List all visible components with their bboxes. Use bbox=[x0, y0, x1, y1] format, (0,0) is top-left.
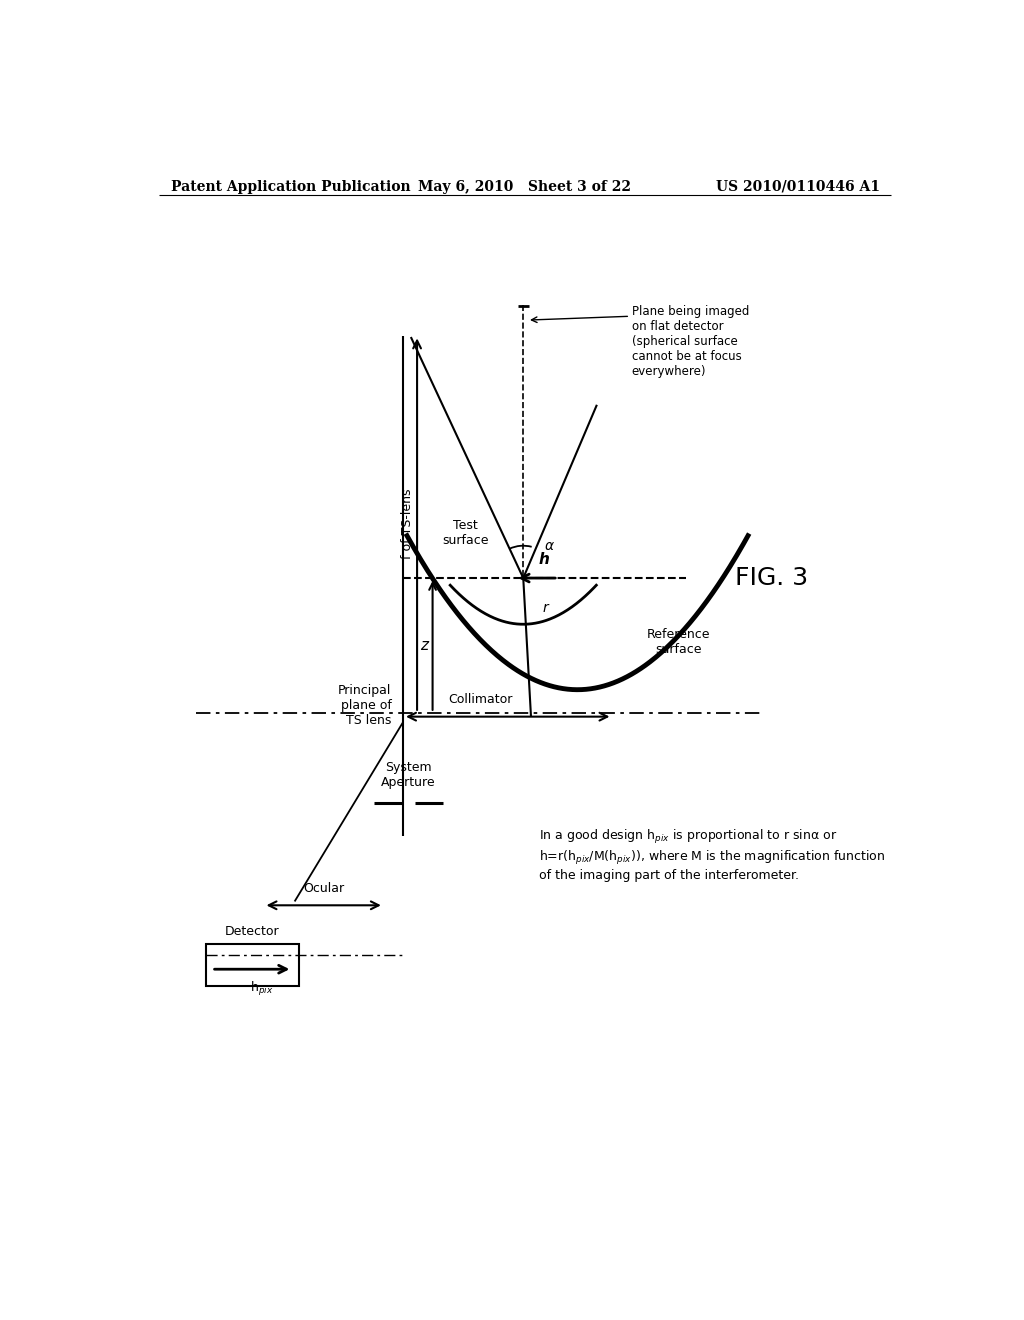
Text: Ocular: Ocular bbox=[303, 882, 344, 895]
Text: f of TS-lens: f of TS-lens bbox=[401, 488, 415, 560]
Text: Plane being imaged
on flat detector
(spherical surface
cannot be at focus
everyw: Plane being imaged on flat detector (sph… bbox=[632, 305, 750, 378]
Text: z: z bbox=[420, 638, 428, 652]
Text: In a good design h$_{pix}$ is proportional to r sinα or
h=r(h$_{pix}$/M(h$_{pix}: In a good design h$_{pix}$ is proportion… bbox=[539, 829, 885, 882]
Text: Reference
surface: Reference surface bbox=[646, 628, 710, 656]
Text: h: h bbox=[539, 552, 550, 568]
Text: Patent Application Publication: Patent Application Publication bbox=[171, 180, 411, 194]
Text: Principal
plane of
TS lens: Principal plane of TS lens bbox=[338, 684, 391, 726]
Text: Collimator: Collimator bbox=[449, 693, 513, 706]
Text: r: r bbox=[543, 601, 549, 615]
Text: Detector: Detector bbox=[224, 924, 280, 937]
Text: System
Aperture: System Aperture bbox=[381, 762, 436, 789]
Text: US 2010/0110446 A1: US 2010/0110446 A1 bbox=[716, 180, 880, 194]
Text: May 6, 2010   Sheet 3 of 22: May 6, 2010 Sheet 3 of 22 bbox=[418, 180, 632, 194]
Text: α: α bbox=[545, 540, 554, 553]
Text: h$_{pix}$: h$_{pix}$ bbox=[250, 979, 273, 998]
Bar bbox=[206, 944, 299, 986]
Text: FIG. 3: FIG. 3 bbox=[734, 566, 808, 590]
Text: Test
surface: Test surface bbox=[442, 519, 488, 548]
